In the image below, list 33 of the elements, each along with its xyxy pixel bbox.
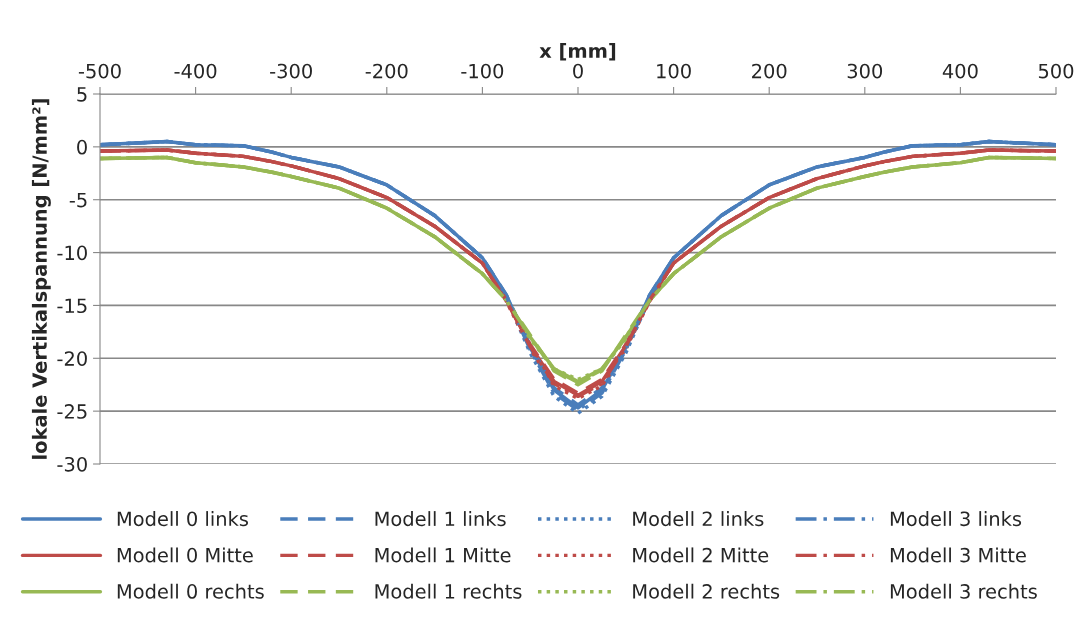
x-tick-label: 200 bbox=[752, 63, 787, 79]
legend-label: Modell 1 rechts bbox=[375, 583, 522, 599]
y-tick-label: -30 bbox=[57, 456, 87, 472]
y-axis-title: lokale Vertikalspannung [N/mm²] bbox=[31, 99, 51, 459]
y-tick-label: -25 bbox=[57, 404, 87, 419]
x-tick-label: 300 bbox=[847, 63, 883, 79]
x-tick-label: 400 bbox=[942, 63, 978, 79]
legend-label: Modell 2 links bbox=[633, 511, 764, 527]
y-tick-label: 5 bbox=[77, 87, 87, 102]
x-tick-label: -100 bbox=[461, 63, 504, 79]
legend-label: Modell 1 Mitte bbox=[375, 547, 511, 563]
legend-label: Modell 0 Mitte bbox=[117, 547, 253, 563]
legend-label: Modell 3 rechts bbox=[890, 583, 1037, 599]
y-tick-label: -5 bbox=[69, 192, 87, 208]
y-tick-label: -20 bbox=[57, 351, 87, 366]
legend-label: Modell 0 rechts bbox=[117, 583, 264, 599]
x-tick-label: 500 bbox=[1038, 63, 1074, 79]
x-tick-label: -400 bbox=[174, 63, 217, 79]
x-tick-label: 100 bbox=[657, 63, 691, 79]
y-tick-label: -15 bbox=[57, 298, 87, 314]
x-tick-label: -200 bbox=[365, 63, 408, 79]
x-tick-label: -300 bbox=[270, 63, 312, 79]
y-tick-label: 0 bbox=[77, 139, 87, 155]
x-tick-label: -500 bbox=[78, 63, 121, 79]
legend-label: Modell 3 Mitte bbox=[890, 547, 1026, 563]
x-tick-label: 0 bbox=[573, 63, 583, 79]
y-tick-label: -10 bbox=[57, 245, 87, 261]
legend-label: Modell 3 links bbox=[890, 511, 1022, 527]
legend-label: Modell 2 Mitte bbox=[633, 547, 769, 563]
legend-label: Modell 2 rechts bbox=[633, 583, 780, 599]
legend-label: Modell 0 links bbox=[117, 511, 249, 527]
x-axis-title: x [mm] bbox=[539, 43, 616, 61]
legend-label: Modell 1 links bbox=[375, 511, 506, 527]
